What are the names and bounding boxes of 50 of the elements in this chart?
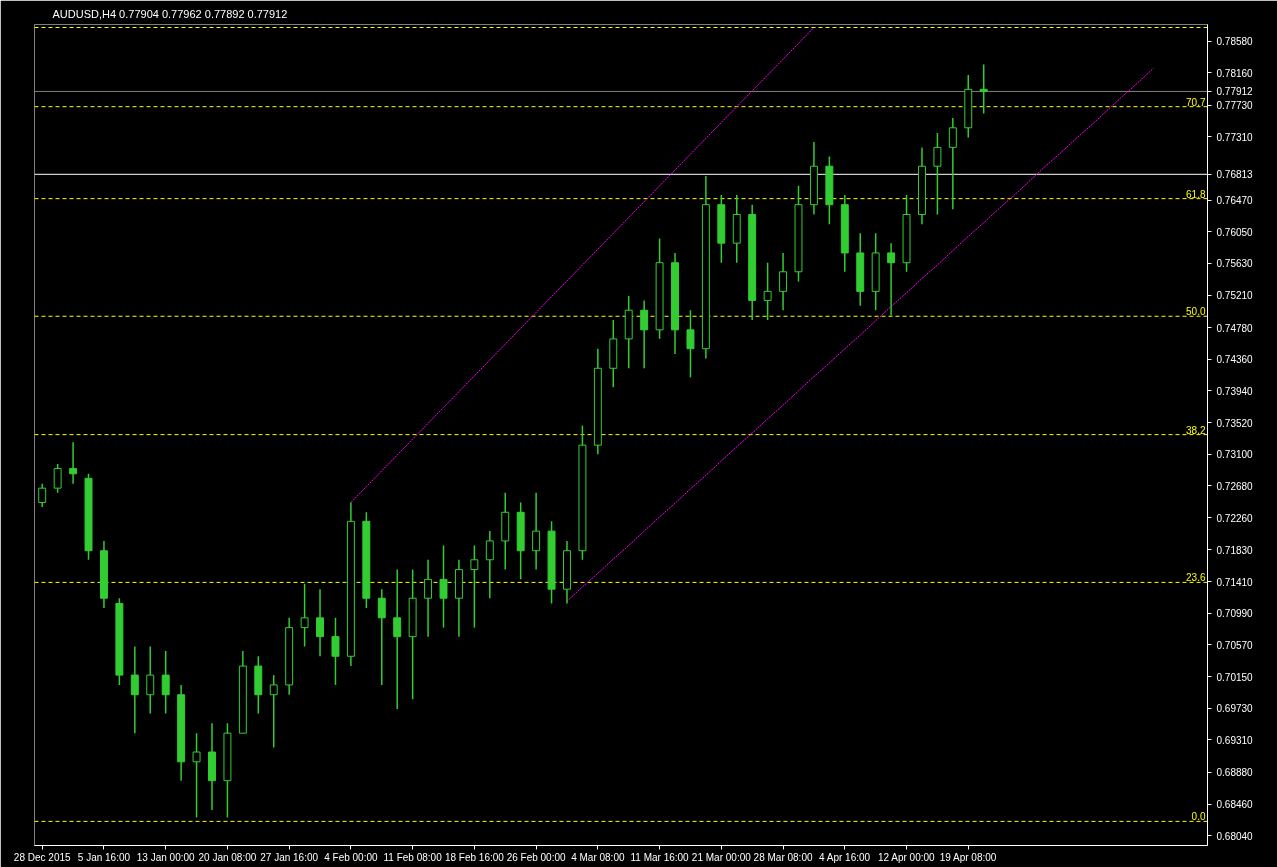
x-tick-label: 20 Jan 08:00: [198, 851, 257, 863]
y-tick-label: 0.75630: [1216, 258, 1254, 270]
x-tick-label: 18 Feb 16:00: [444, 851, 505, 863]
y-tick-label: 0.69310: [1216, 734, 1254, 746]
annotation: 23.6: [1186, 572, 1206, 584]
annotation: 38.2: [1186, 424, 1206, 436]
y-tick-label: 0.76470: [1216, 195, 1254, 207]
annotation: 70.7: [1186, 96, 1206, 108]
x-tick-label: 19 Apr 08:00: [939, 851, 997, 863]
y-tick-label: 0.70990: [1216, 608, 1254, 620]
y-tick-label: 0.73940: [1216, 385, 1254, 397]
y-tick-label: 0.77310: [1216, 131, 1254, 143]
y-tick-label: 0.73100: [1216, 449, 1254, 461]
x-tick-label: 4 Mar 08:00: [571, 851, 625, 863]
x-tick-label: 13 Jan 00:00: [136, 851, 196, 863]
x-tick-label: 11 Mar 16:00: [630, 851, 690, 863]
x-tick-label: 4 Apr 16:00: [818, 851, 871, 863]
x-tick-label: 28 Dec 2015: [13, 851, 72, 863]
y-tick-label: 0.78160: [1216, 67, 1254, 79]
x-tick-label: 26 Feb 00:00: [506, 851, 567, 863]
x-tick-label: 12 Apr 00:00: [877, 851, 936, 863]
x-tick-label: 27 Jan 16:00: [260, 851, 319, 863]
y-tick-label: 0.71410: [1216, 576, 1254, 588]
y-tick-label: 0.71830: [1216, 544, 1254, 556]
y-tick-label: 0.72680: [1216, 480, 1254, 492]
x-tick-label: 5 Jan 16:00: [77, 851, 131, 863]
y-tick-label: 0.70570: [1216, 639, 1254, 651]
y-tick-label: 0.68880: [1216, 767, 1254, 779]
ref-line-label: 0.76813: [1216, 169, 1254, 181]
y-tick-label: 0.73520: [1216, 417, 1254, 429]
y-tick-label: 0.74780: [1216, 322, 1254, 334]
y-tick-label: 0.75210: [1216, 290, 1254, 302]
y-tick-label: 0.69730: [1216, 703, 1254, 715]
x-tick-label: 4 Feb 00:00: [324, 851, 379, 863]
chart-title: AUDUSD,H4 0.77904 0.77962 0.77892 0.77912: [52, 7, 288, 20]
y-tick-label: 0.70150: [1216, 671, 1254, 683]
annotation: 61.8: [1186, 188, 1206, 200]
annotation: 0.0: [1191, 811, 1206, 823]
y-tick-label: 0.74360: [1216, 354, 1254, 366]
y-tick-label: 0.68460: [1216, 799, 1254, 811]
y-tick-label: 0.72260: [1216, 512, 1254, 524]
ref-line-label: 0.77912: [1216, 86, 1254, 98]
y-tick-label: 0.77730: [1216, 100, 1254, 112]
y-tick-label: 0.68040: [1216, 830, 1254, 842]
annotation: 50.0: [1186, 306, 1206, 318]
y-tick-label: 0.78580: [1216, 36, 1254, 48]
x-tick-label: 21 Mar 00:00: [691, 851, 752, 863]
y-tick-label: 0.76050: [1216, 226, 1254, 238]
x-tick-label: 11 Feb 08:00: [383, 851, 443, 863]
x-tick-label: 28 Mar 08:00: [753, 851, 813, 863]
